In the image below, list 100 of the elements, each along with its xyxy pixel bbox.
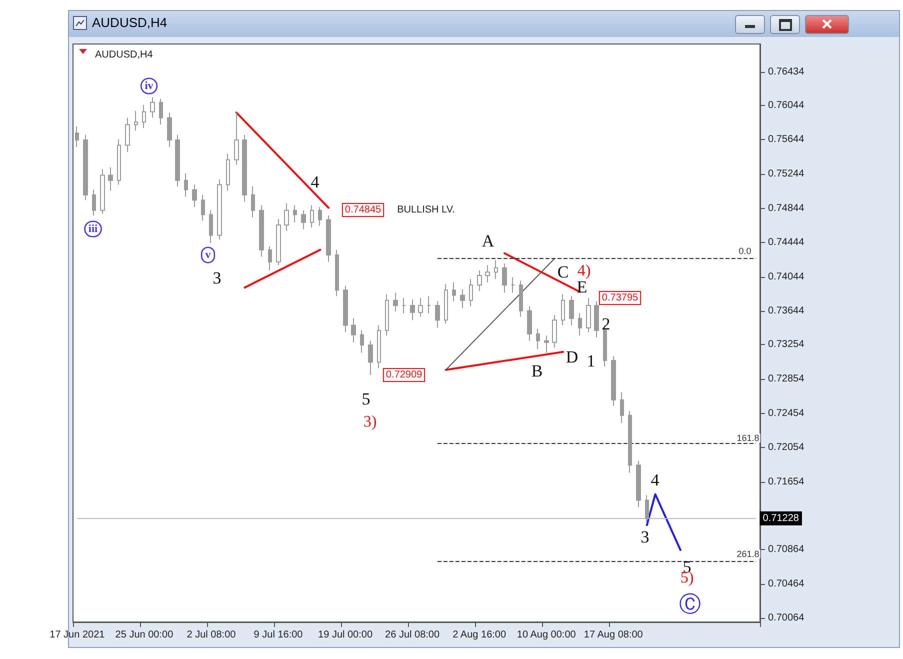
candlestick (536, 328, 540, 350)
candlestick (125, 117, 130, 153)
candlestick (645, 494, 649, 522)
x-tick-label: 25 Jun 00:00 (115, 630, 174, 640)
y-tick-label: 0.74844 (768, 202, 805, 214)
candlestick (343, 285, 348, 333)
candlestick (108, 166, 113, 192)
annotation: D (566, 348, 578, 366)
y-tick-label: 0.74444 (768, 237, 805, 248)
annotation: 5 (362, 390, 370, 408)
candlestick (452, 282, 456, 302)
candlestick (192, 184, 197, 208)
candlestick (393, 292, 398, 312)
annotation: iii (88, 223, 98, 235)
candlestick (159, 98, 163, 126)
candlestick (226, 153, 230, 192)
annotation: 0.0 (738, 246, 752, 256)
annotation: 4 (650, 470, 660, 490)
x-tick-label: 17 Aug 08:00 (584, 630, 644, 640)
y-tick-label: 0.74044 (768, 271, 805, 282)
y-tick-label: 0.76044 (768, 100, 805, 111)
y-tick-label: 0.73644 (768, 306, 805, 317)
candlestick (276, 218, 281, 266)
candlestick (117, 138, 121, 186)
annotation: iv (144, 80, 154, 92)
candlestick (360, 330, 364, 354)
candlestick (167, 112, 172, 148)
annotation: BULLISH LV. (397, 204, 455, 216)
candlestick (435, 300, 440, 328)
x-tick-label: 9 Jul 16:00 (254, 630, 304, 640)
candlestick (385, 294, 389, 336)
y-tick-label: 0.75244 (768, 168, 805, 180)
y-tick-label: 0.72454 (768, 408, 805, 419)
annotation: 4 (310, 172, 320, 192)
annotation: 3 (640, 528, 650, 546)
y-tick-label: 0.72054 (768, 442, 805, 454)
y-tick-label: 0.72854 (768, 373, 805, 384)
annotation: 261.8 (736, 549, 760, 559)
y-tick-label: 0.75644 (768, 134, 805, 146)
candlestick (259, 204, 264, 258)
annotation: 0.74845 (344, 204, 382, 216)
candlestick (628, 410, 632, 474)
candlestick (100, 168, 105, 214)
x-tick-label: 10 Aug 00:00 (516, 630, 576, 640)
candlestick (318, 206, 322, 226)
candlestick (142, 104, 146, 129)
candlestick (310, 204, 314, 228)
candlestick (620, 392, 624, 424)
candlestick (611, 356, 616, 406)
candlestick (527, 306, 532, 342)
candlestick (217, 178, 222, 240)
annotation: 3) (363, 414, 377, 430)
y-tick-label: 0.71654 (768, 476, 805, 488)
candlestick (594, 300, 599, 338)
y-tick-label: 0.70864 (768, 544, 805, 556)
annotation: E (576, 278, 588, 296)
annotation: v (205, 249, 212, 261)
annotation: 4) (577, 262, 591, 280)
candlestick (586, 297, 591, 333)
annotation: Ⓒ (679, 592, 701, 616)
candlestick (511, 276, 515, 294)
annotation: A (482, 232, 495, 250)
ref-line-label: 0.71228 (762, 512, 800, 524)
candlestick (477, 270, 482, 292)
annotation: C (557, 262, 569, 282)
candlestick (494, 260, 498, 280)
candlestick (410, 299, 415, 321)
candlestick (326, 215, 331, 262)
y-tick-label: 0.70064 (768, 612, 805, 624)
annotation: 161.8 (736, 433, 760, 443)
x-tick-label: 19 Jul 00:00 (318, 630, 373, 640)
y-tick-label: 0.73254 (768, 339, 805, 350)
candlestick (75, 126, 79, 148)
x-tick-label: 26 Jul 08:00 (385, 630, 440, 640)
chart-title: AUDUSD,H4 (92, 15, 168, 30)
candlestick (251, 186, 255, 218)
y-tick-label: 0.70464 (768, 578, 805, 590)
text: AUDUSD,H4 (95, 50, 154, 60)
annotation: 3 (212, 268, 222, 288)
candlestick (377, 324, 381, 369)
candlestick (83, 134, 88, 201)
candlestick (92, 189, 96, 216)
annotation: 0.72909 (386, 370, 423, 380)
x-tick-label: 17 Jun 2021 (50, 630, 106, 640)
candlestick (184, 172, 188, 198)
x-tick-label: 2 Aug 16:00 (452, 630, 506, 640)
candlestick (444, 284, 448, 324)
x-tick-label: 2 Jul 08:00 (186, 630, 236, 640)
candlestick (134, 110, 138, 132)
candlestick (578, 312, 582, 336)
annotation: 0.73795 (602, 292, 639, 304)
candlestick (242, 134, 247, 202)
candlestick (552, 314, 557, 348)
candlestick (268, 246, 272, 271)
annotation: B (531, 362, 543, 380)
candlestick (460, 288, 465, 309)
candlestick (469, 278, 473, 307)
candlestick (301, 210, 306, 230)
annotation: 2 (602, 314, 610, 334)
candlestick (293, 204, 297, 223)
